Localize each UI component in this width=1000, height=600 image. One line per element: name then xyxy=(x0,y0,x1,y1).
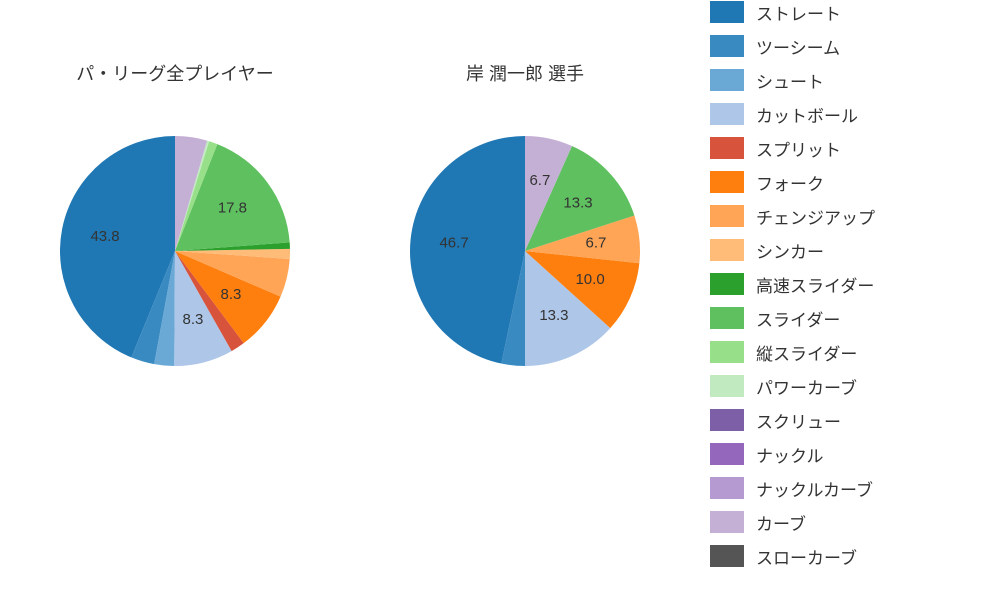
legend-label: カーブ xyxy=(756,510,806,535)
slice-label: 8.3 xyxy=(220,286,241,303)
legend-swatch xyxy=(710,375,744,397)
legend-swatch xyxy=(710,443,744,465)
legend-label: スクリュー xyxy=(756,408,841,433)
legend-swatch xyxy=(710,409,744,431)
slice-label: 6.7 xyxy=(529,172,550,189)
legend-label: ナックルカーブ xyxy=(756,476,873,501)
legend-swatch xyxy=(710,273,744,295)
slice-label: 8.3 xyxy=(183,311,204,328)
legend: ストレートツーシームシュートカットボールスプリットフォークチェンジアップシンカー… xyxy=(710,0,990,578)
legend-item: ツーシーム xyxy=(710,34,990,58)
legend-label: 縦スライダー xyxy=(756,340,857,365)
charts-row: パ・リーグ全プレイヤー 43.8 8.3 8.3 17.8 岸 潤一郎 選手 46.7 13.… xyxy=(0,0,700,600)
legend-swatch xyxy=(710,35,744,57)
legend-item: パワーカーブ xyxy=(710,374,990,398)
legend-label: 高速スライダー xyxy=(756,272,874,297)
pie-title: パ・リーグ全プレイヤー xyxy=(76,60,273,86)
legend-swatch xyxy=(710,103,744,125)
legend-item: カットボール xyxy=(710,102,990,126)
legend-item: 縦スライダー xyxy=(710,340,990,364)
legend-swatch xyxy=(710,205,744,227)
legend-label: スローカーブ xyxy=(756,544,857,569)
legend-label: スライダー xyxy=(756,306,840,331)
pie-chart: パ・リーグ全プレイヤー 43.8 8.3 8.3 17.8 xyxy=(40,60,310,386)
legend-label: シュート xyxy=(756,68,824,93)
legend-label: ストレート xyxy=(756,0,841,25)
legend-item: ナックル xyxy=(710,442,990,466)
slice-label: 10.0 xyxy=(575,271,604,288)
pie-title: 岸 潤一郎 選手 xyxy=(466,60,584,86)
slice-label: 46.7 xyxy=(439,235,468,252)
legend-swatch xyxy=(710,239,744,261)
legend-swatch xyxy=(710,545,744,567)
legend-item: シュート xyxy=(710,68,990,92)
pie-svg: 43.8 8.3 8.3 17.8 xyxy=(40,116,310,386)
legend-item: カーブ xyxy=(710,510,990,534)
legend-label: パワーカーブ xyxy=(756,374,857,399)
legend-item: ナックルカーブ xyxy=(710,476,990,500)
legend-swatch xyxy=(710,69,744,91)
legend-item: スプリット xyxy=(710,136,990,160)
legend-item: スクリュー xyxy=(710,408,990,432)
legend-item: 高速スライダー xyxy=(710,272,990,296)
legend-swatch xyxy=(710,171,744,193)
legend-item: フォーク xyxy=(710,170,990,194)
legend-item: スローカーブ xyxy=(710,544,990,568)
slice-label: 13.3 xyxy=(539,307,568,324)
legend-item: シンカー xyxy=(710,238,990,262)
legend-label: ツーシーム xyxy=(756,34,840,59)
legend-label: カットボール xyxy=(756,102,858,127)
legend-item: スライダー xyxy=(710,306,990,330)
legend-swatch xyxy=(710,307,744,329)
legend-label: ナックル xyxy=(756,442,824,467)
slice-label: 17.8 xyxy=(218,200,247,217)
legend-swatch xyxy=(710,341,744,363)
legend-swatch xyxy=(710,137,744,159)
slice-label: 43.8 xyxy=(90,228,119,245)
legend-label: チェンジアップ xyxy=(756,204,875,229)
legend-swatch xyxy=(710,511,744,533)
legend-label: フォーク xyxy=(756,170,824,195)
legend-item: ストレート xyxy=(710,0,990,24)
pie-chart: 岸 潤一郎 選手 46.7 13.3 10.0 6.7 13.3 6.7 xyxy=(390,60,660,386)
slice-label: 6.7 xyxy=(585,235,606,252)
legend-item: チェンジアップ xyxy=(710,204,990,228)
legend-swatch xyxy=(710,477,744,499)
legend-label: シンカー xyxy=(756,238,824,263)
pie-svg: 46.7 13.3 10.0 6.7 13.3 6.7 xyxy=(390,116,660,386)
slice-label: 13.3 xyxy=(563,194,592,211)
legend-swatch xyxy=(710,1,744,23)
legend-label: スプリット xyxy=(756,136,841,161)
